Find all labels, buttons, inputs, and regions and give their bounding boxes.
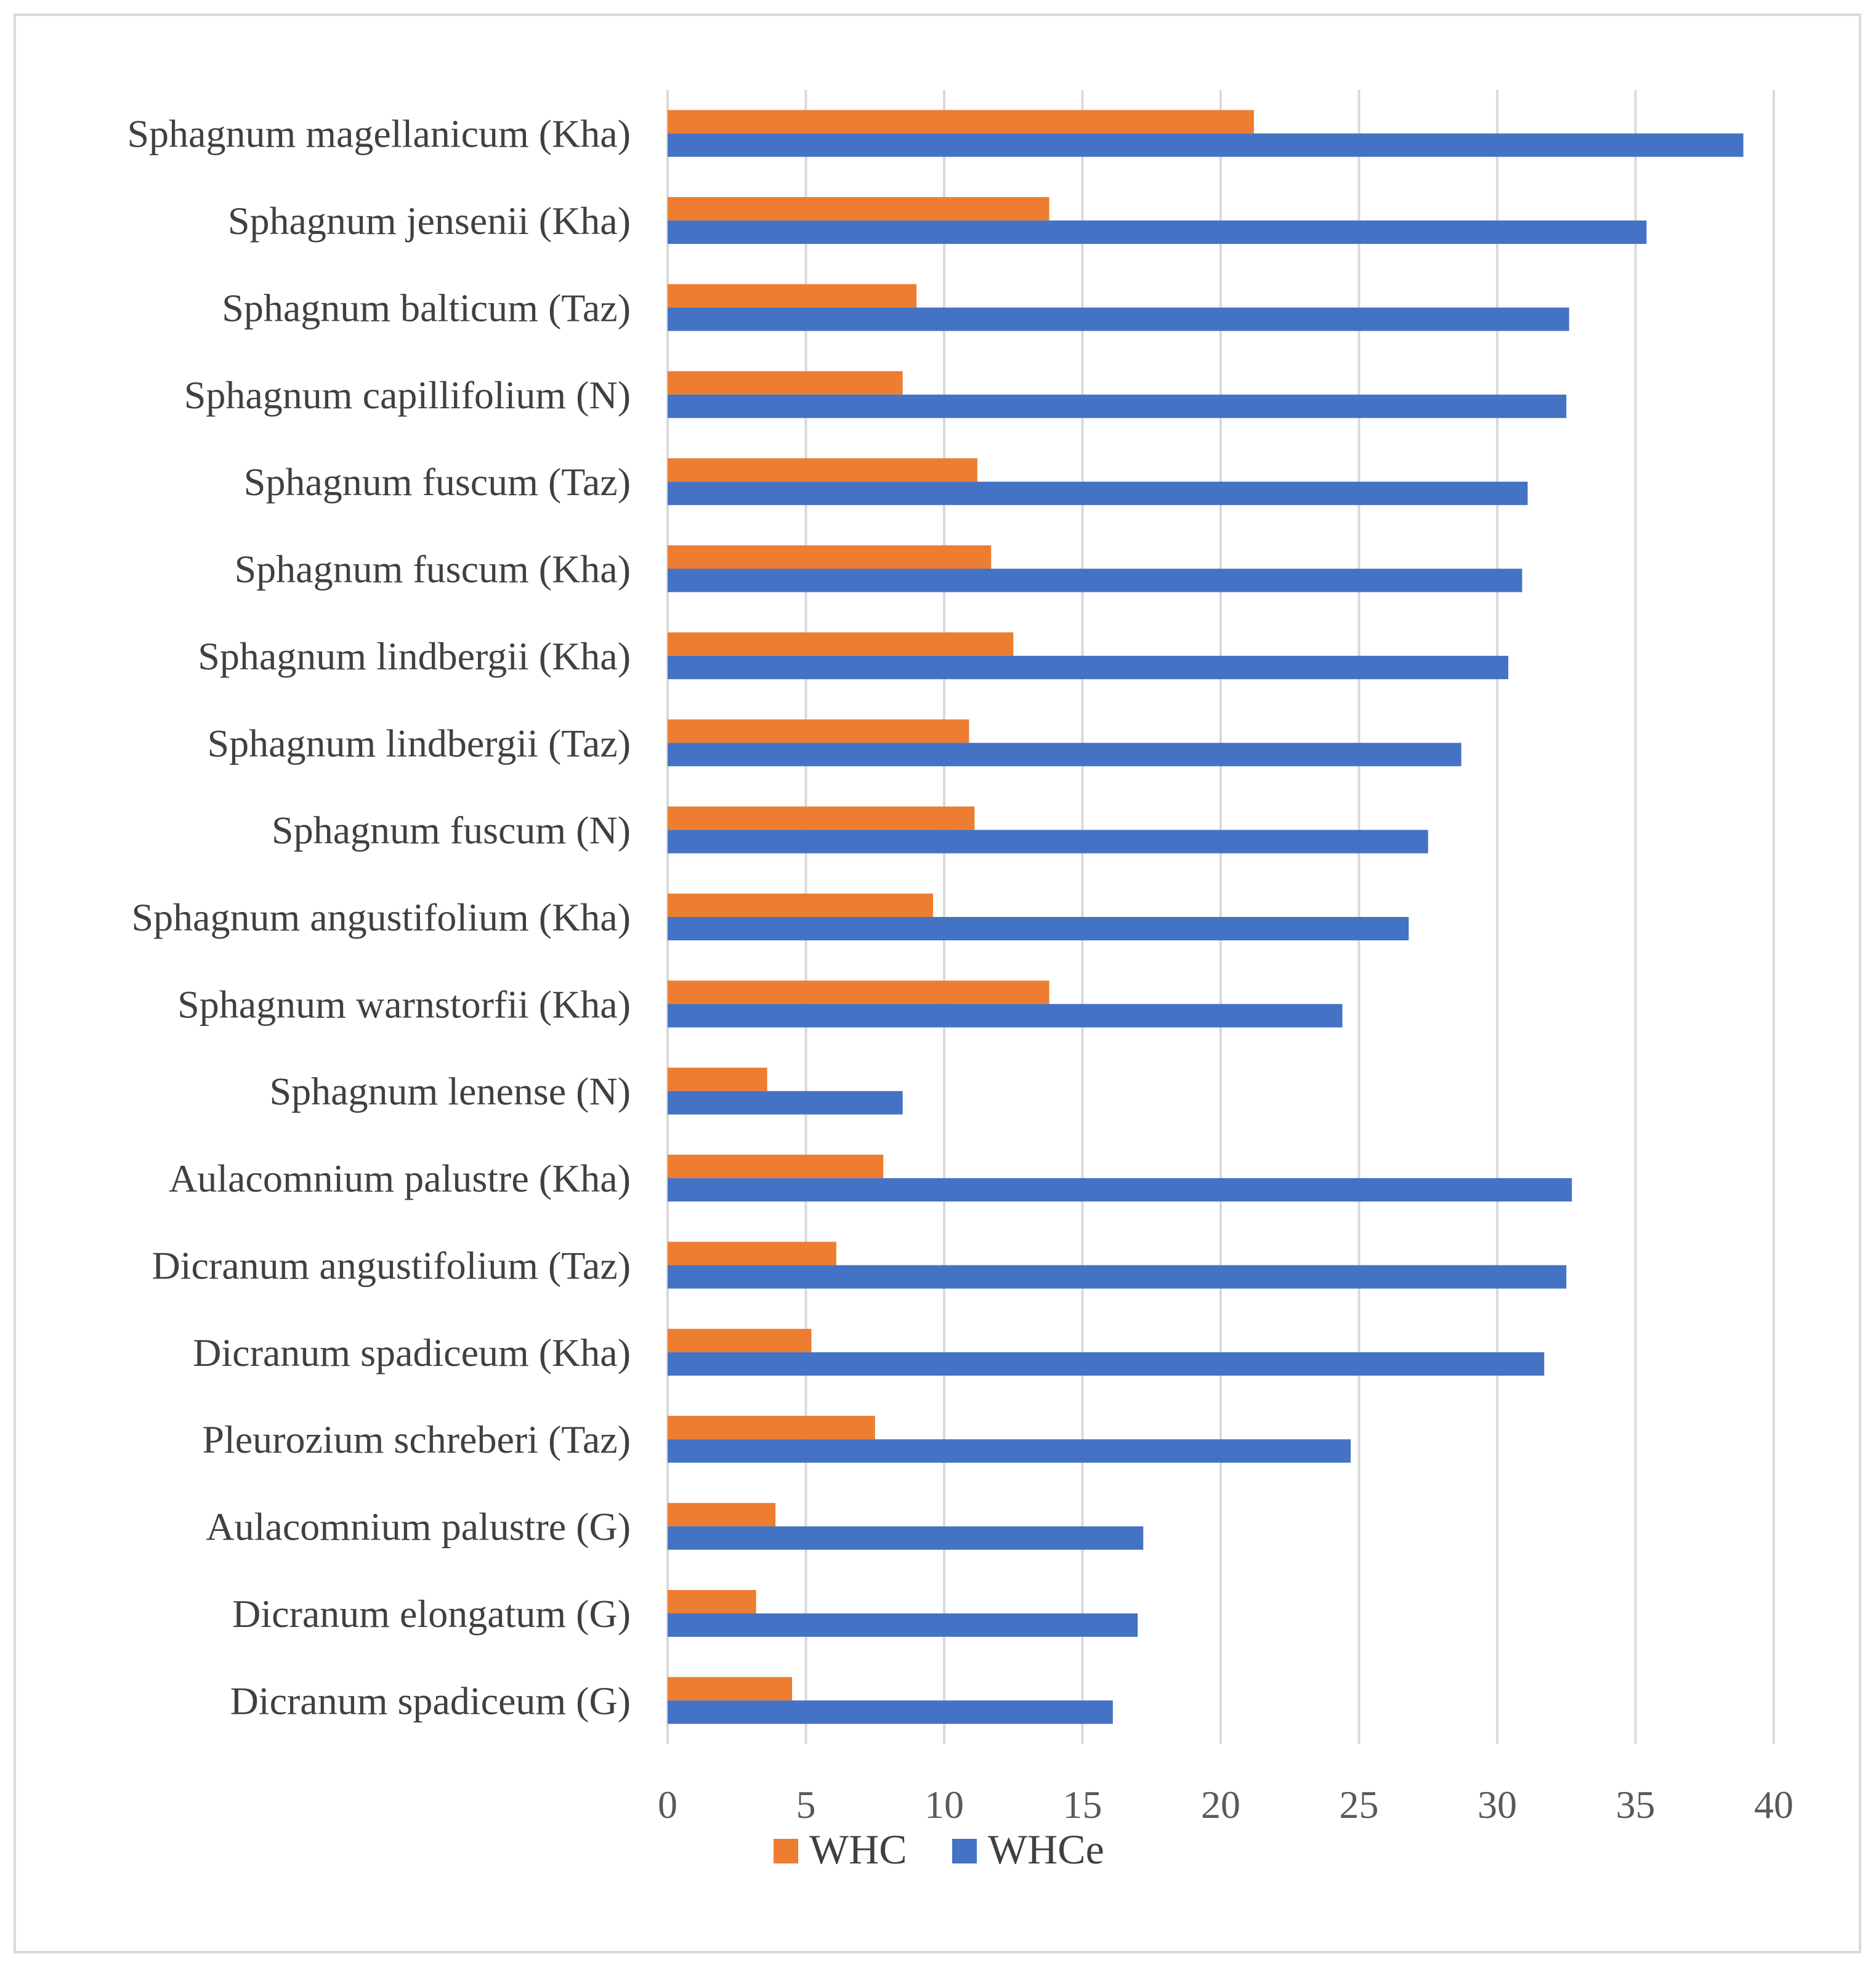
bar-whce [668, 830, 1428, 854]
bar-whce [668, 133, 1744, 157]
category-label: Dicranum angustifolium (Taz) [152, 1243, 631, 1287]
category-label: Aulacomnium palustre (Kha) [169, 1157, 631, 1200]
bar-whce [668, 1091, 903, 1115]
x-tick-labels: 0 5 10 15 20 25 30 35 40 [658, 1783, 1793, 1827]
x-tick-label: 15 [1063, 1783, 1102, 1827]
category-labels: Sphagnum magellanicum (Kha) Sphagnum jens… [127, 112, 631, 1723]
x-tick-label: 25 [1340, 1783, 1379, 1827]
category-label: Sphagnum balticum (Taz) [222, 286, 631, 329]
bar-whc [668, 1155, 884, 1179]
bar-whce [668, 1700, 1113, 1724]
category-label: Aulacomnium palustre (G) [206, 1505, 631, 1549]
category-label: Sphagnum lenense (N) [269, 1070, 631, 1113]
chart-frame: Sphagnum magellanicum (Kha) Sphagnum jens… [14, 14, 1861, 1953]
bar-whc [668, 632, 1014, 656]
bar-whce [668, 1178, 1572, 1202]
x-tick-label: 0 [658, 1783, 677, 1827]
bar-whc [668, 110, 1254, 134]
bar-whce [668, 1265, 1567, 1289]
category-label: Dicranum spadiceum (G) [230, 1679, 631, 1722]
bar-whce [668, 394, 1567, 418]
bar-whc [668, 806, 975, 830]
x-tick-label: 35 [1616, 1783, 1656, 1827]
category-label: Sphagnum lindbergii (Taz) [207, 721, 631, 765]
category-label: Sphagnum fuscum (Taz) [244, 460, 631, 504]
x-tick-label: 30 [1478, 1783, 1517, 1827]
bar-whce [668, 307, 1569, 331]
bar-whc [668, 1241, 836, 1266]
bar-whce [668, 568, 1522, 592]
category-label: Sphagnum angustifolium (Kha) [131, 895, 631, 939]
bar-whc [668, 1677, 793, 1701]
category-label: Sphagnum fuscum (Kha) [235, 547, 631, 591]
bar-whce [668, 743, 1462, 767]
legend-label: WHCe [988, 1826, 1104, 1873]
x-tick-label: 20 [1201, 1783, 1240, 1827]
x-tick-label: 5 [796, 1783, 816, 1827]
category-label: Sphagnum warnstorfii (Kha) [177, 982, 631, 1026]
bar-whc [668, 719, 969, 743]
bar-whc [668, 197, 1049, 221]
legend: WHC WHCe [774, 1826, 1104, 1873]
bar-whc [668, 1589, 756, 1613]
bars [668, 110, 1744, 1724]
bar-whc [668, 894, 934, 917]
category-label: Dicranum elongatum (G) [232, 1592, 631, 1636]
bar-whc [668, 1503, 776, 1527]
category-label: Sphagnum capillifolium (N) [184, 373, 631, 417]
bar-whce [668, 1439, 1351, 1463]
bar-whc [668, 1067, 767, 1091]
category-label: Dicranum spadiceum (Kha) [193, 1331, 631, 1375]
bar-whce [668, 1526, 1144, 1550]
bar-whce [668, 655, 1508, 679]
category-label: Sphagnum magellanicum (Kha) [127, 112, 631, 156]
bar-whc [668, 1328, 812, 1352]
bar-whc [668, 458, 977, 482]
bar-whc [668, 980, 1049, 1004]
category-label: Sphagnum lindbergii (Kha) [198, 634, 631, 678]
x-tick-label: 10 [924, 1783, 964, 1827]
category-label: Pleurozium schreberi (Taz) [202, 1418, 631, 1461]
category-label: Sphagnum jensenii (Kha) [228, 199, 631, 243]
bar-whc [668, 545, 992, 569]
bar-chart: Sphagnum magellanicum (Kha) Sphagnum jens… [127, 90, 1793, 1873]
legend-label: WHC [809, 1826, 907, 1873]
bar-whce [668, 1352, 1545, 1376]
bar-whce [668, 482, 1528, 506]
bar-whc [668, 284, 917, 308]
bar-whce [668, 917, 1409, 940]
legend-swatch [774, 1839, 798, 1863]
bar-whce [668, 1613, 1138, 1637]
bar-whc [668, 1416, 875, 1440]
x-tick-label: 40 [1754, 1783, 1793, 1827]
category-label: Sphagnum fuscum (N) [272, 809, 631, 852]
legend-swatch [952, 1839, 977, 1863]
bar-whce [668, 220, 1647, 244]
bar-whc [668, 371, 903, 395]
bar-whce [668, 1004, 1343, 1028]
